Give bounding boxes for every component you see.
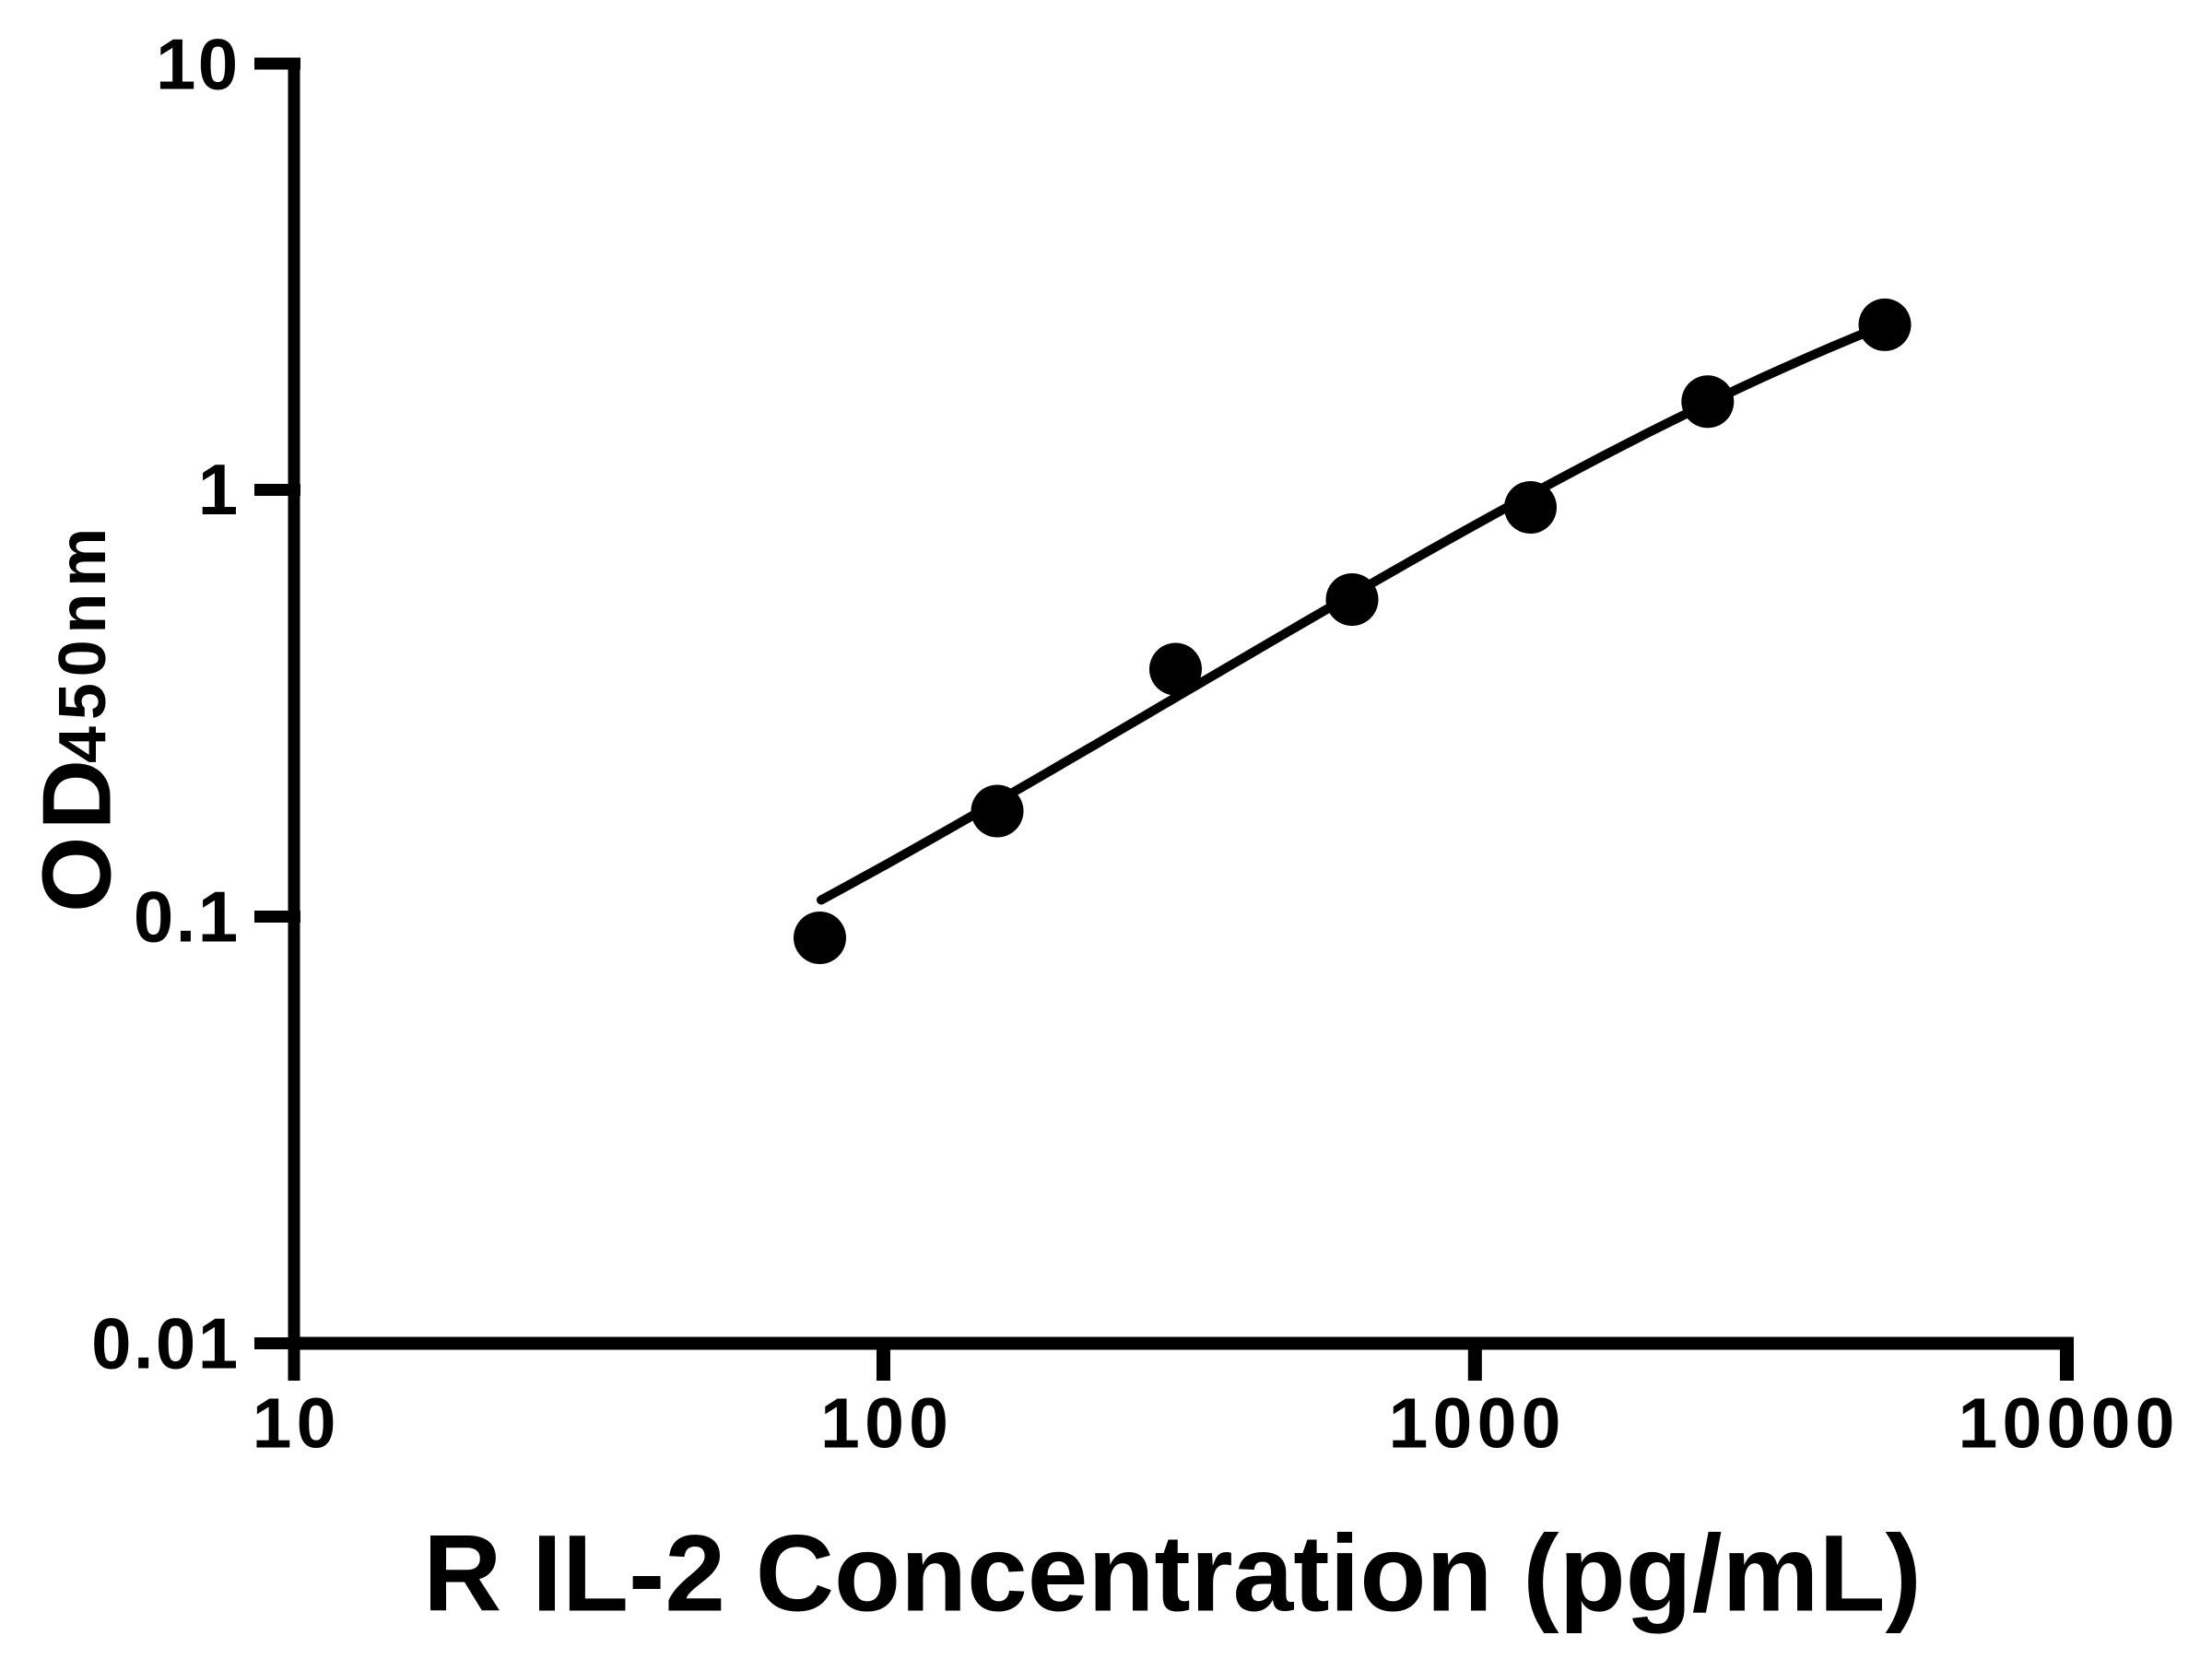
svg-text:OD: OD [23,753,132,912]
svg-text:1000: 1000 [1389,1384,1566,1464]
svg-text:0.01: 0.01 [91,1303,240,1384]
svg-text:10: 10 [253,1384,341,1464]
svg-text:1: 1 [198,449,241,530]
svg-text:450nm: 450nm [46,522,120,763]
svg-text:100: 100 [820,1384,953,1464]
svg-text:R IL-2 Concentration (pg/mL): R IL-2 Concentration (pg/mL) [423,1513,1922,1635]
svg-text:0.1: 0.1 [134,877,241,958]
svg-text:10: 10 [156,24,241,105]
svg-text:10000: 10000 [1959,1384,2180,1464]
